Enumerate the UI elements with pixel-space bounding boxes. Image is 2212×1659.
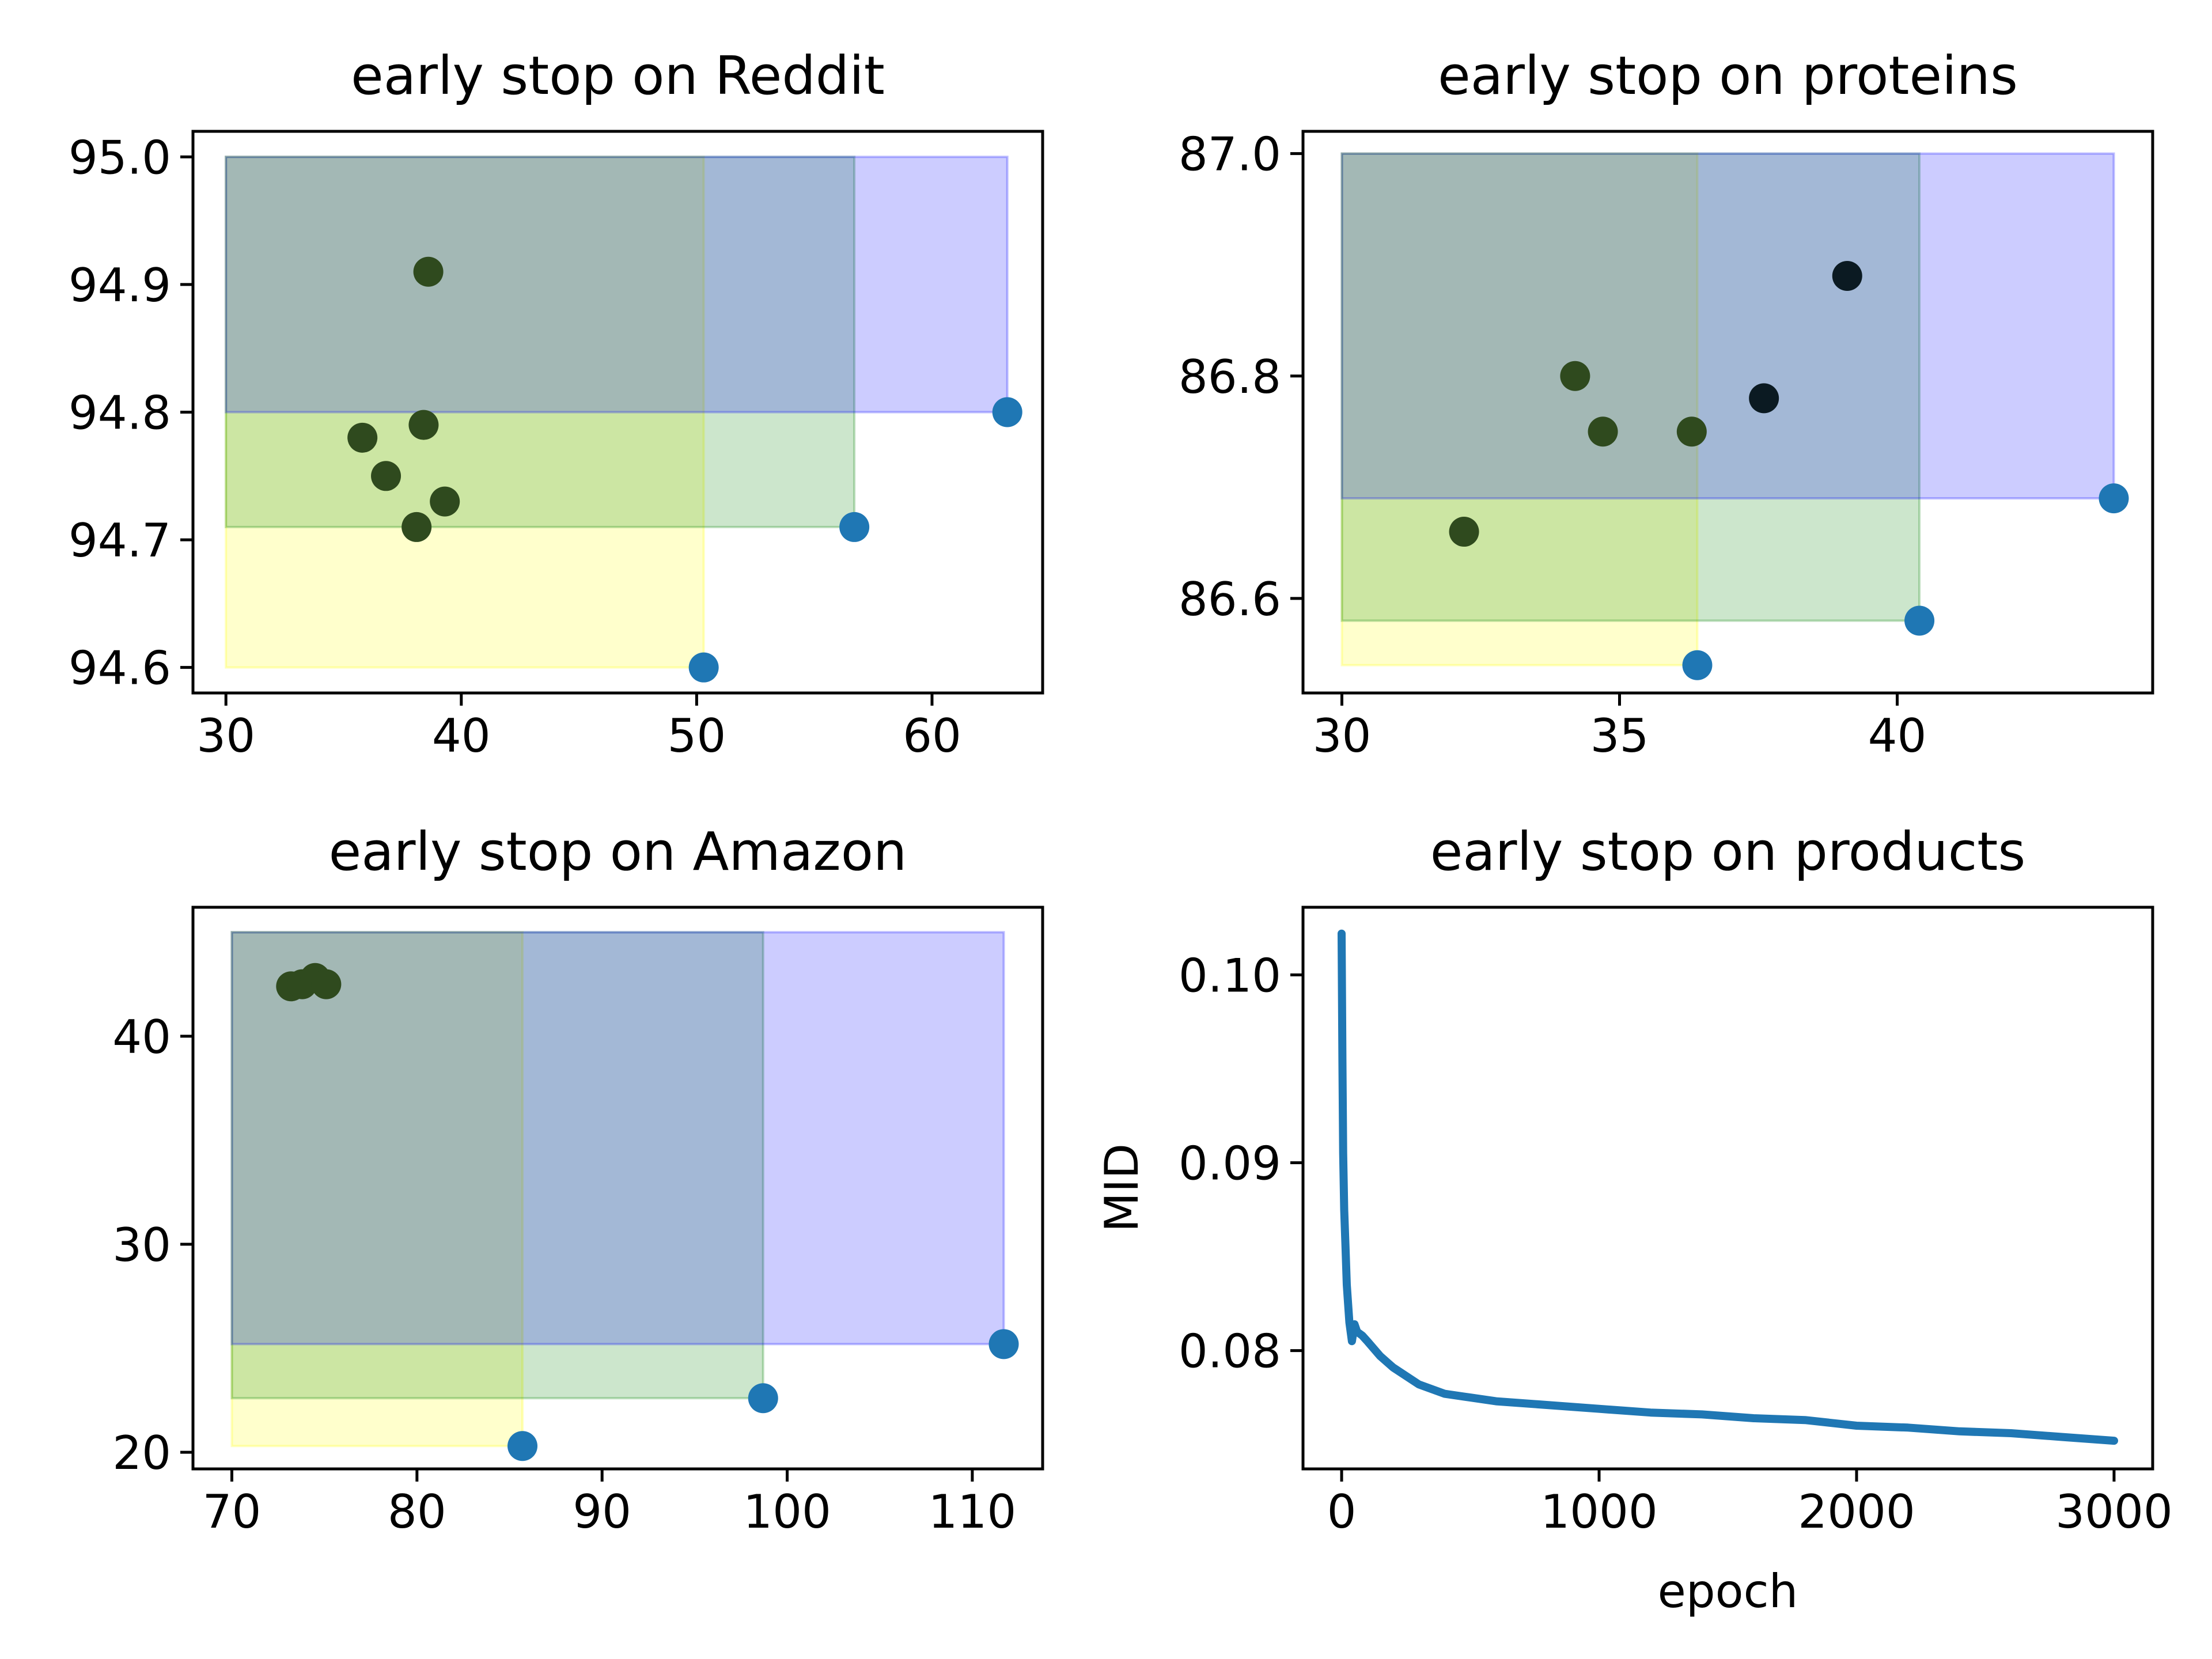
data-point-6 xyxy=(402,512,432,542)
data-point-6 xyxy=(1832,260,1862,291)
x-tick-label: 70 xyxy=(203,1485,262,1539)
frontier-point-2 xyxy=(1904,605,1935,636)
plot-frame-amazon xyxy=(191,906,1044,1471)
y-tick-label: 94.6 xyxy=(69,642,171,695)
y-tick-label: 86.6 xyxy=(1179,573,1281,626)
y-tick-label: 0.09 xyxy=(1179,1137,1281,1190)
y-tick-label: 30 xyxy=(112,1218,171,1272)
y-tick-label: 20 xyxy=(112,1426,171,1480)
y-tick-label: 0.08 xyxy=(1179,1325,1281,1378)
x-tick-label: 50 xyxy=(667,709,726,763)
x-tick-label: 90 xyxy=(573,1485,631,1539)
frontier-point-3 xyxy=(2099,483,2129,514)
y-tick-label: 94.7 xyxy=(69,514,171,567)
y-tick-label: 0.10 xyxy=(1179,949,1281,1002)
frontier-point-1 xyxy=(507,1431,538,1461)
dominance-region-1 xyxy=(225,156,705,669)
x-tick-label: 80 xyxy=(388,1485,446,1539)
chart-title-products: early stop on products xyxy=(1430,821,2026,882)
ticks-proteins: 30 35 40 86.6 86.8 87.0 xyxy=(1179,128,1927,763)
panel-amazon: 70 80 90 100 110 20 30 40 early stop on Amazon xyxy=(112,821,1044,1539)
panel-products: 0 1000 2000 3000 0.08 0.09 0.10 early stop on … xyxy=(1095,821,2173,1618)
y-tick-label: 94.8 xyxy=(69,387,171,440)
chart-title-proteins: early stop on proteins xyxy=(1438,45,2018,107)
x-axis-label-products: epoch xyxy=(1658,1565,1798,1618)
frontier-point-3 xyxy=(988,1329,1019,1359)
plot-content-proteins xyxy=(1340,152,2129,680)
frontier-point-1 xyxy=(1682,650,1713,680)
data-point-1 xyxy=(413,256,444,287)
panel-reddit: 30 40 50 60 94.6 94.7 94.8 94.9 95.0 early stop … xyxy=(69,45,1044,763)
x-tick-label: 40 xyxy=(1868,709,1927,763)
ticks-amazon: 70 80 90 100 110 20 30 40 xyxy=(112,1010,1016,1539)
x-tick-label: 2000 xyxy=(1798,1485,1915,1539)
plot-frame-proteins xyxy=(1301,130,2154,695)
data-point-3 xyxy=(408,410,439,440)
dominance-region-3 xyxy=(230,931,1005,1346)
plot-content-amazon xyxy=(230,931,1019,1461)
x-tick-label: 40 xyxy=(432,709,491,763)
plot-content-reddit xyxy=(225,156,1022,683)
data-point-2 xyxy=(1560,361,1590,391)
frontier-point-2 xyxy=(839,512,870,542)
ticks-products: 0 1000 2000 3000 0.08 0.09 0.10 xyxy=(1179,949,2173,1539)
data-point-5 xyxy=(430,486,460,517)
dominance-region-1 xyxy=(1340,152,1699,666)
frontier-point-1 xyxy=(688,652,719,683)
y-tick-label: 87.0 xyxy=(1179,128,1281,181)
x-tick-label: 1000 xyxy=(1540,1485,1658,1539)
plot-frame-products xyxy=(1301,906,2154,1471)
y-tick-label: 94.9 xyxy=(69,259,171,312)
data-point-4 xyxy=(371,461,402,491)
plot-content-products xyxy=(1338,929,2118,1445)
chart-title-reddit: early stop on Reddit xyxy=(351,45,885,107)
data-point-4 xyxy=(311,969,342,999)
frontier-point-2 xyxy=(748,1383,778,1414)
data-point-5 xyxy=(1749,383,1779,414)
x-tick-label: 3000 xyxy=(2055,1485,2173,1539)
data-point-1 xyxy=(1449,517,1479,547)
chart-title-amazon: early stop on Amazon xyxy=(329,821,907,882)
data-point-3 xyxy=(1588,416,1618,447)
dominance-region-3 xyxy=(225,156,1009,414)
dominance-region-1 xyxy=(230,931,524,1448)
x-tick-label: 30 xyxy=(196,709,255,763)
series-line-mid xyxy=(1338,929,2118,1445)
x-tick-label: 60 xyxy=(903,709,961,763)
x-tick-label: 110 xyxy=(929,1485,1017,1539)
x-tick-label: 35 xyxy=(1590,709,1649,763)
y-tick-label: 40 xyxy=(112,1010,171,1064)
y-tick-label: 95.0 xyxy=(69,131,171,184)
ticks-reddit: 30 40 50 60 94.6 94.7 94.8 94.9 95.0 xyxy=(69,131,961,763)
y-tick-label: 86.8 xyxy=(1179,350,1281,404)
dominance-region-2 xyxy=(1340,152,1921,622)
data-point-4 xyxy=(1676,416,1707,447)
frontier-point-3 xyxy=(992,397,1022,427)
x-tick-label: 30 xyxy=(1313,709,1372,763)
x-tick-label: 100 xyxy=(743,1485,831,1539)
panel-proteins: 30 35 40 86.6 86.8 87.0 early stop on protein… xyxy=(1179,45,2154,763)
data-point-2 xyxy=(347,422,378,453)
dominance-region-3 xyxy=(1340,152,2115,500)
dominance-region-2 xyxy=(225,156,856,528)
x-tick-label: 0 xyxy=(1327,1485,1357,1539)
dominance-region-2 xyxy=(230,931,764,1400)
y-axis-label-products: MID xyxy=(1095,1143,1149,1232)
